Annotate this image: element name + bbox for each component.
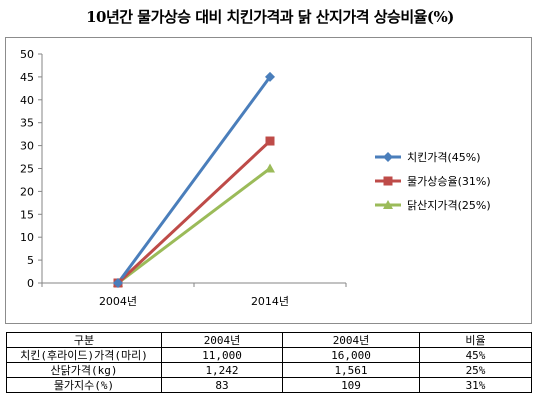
y-tick-label: 20 bbox=[20, 185, 34, 198]
table-cell: 물가지수(%) bbox=[6, 377, 162, 393]
data-point bbox=[265, 136, 275, 146]
y-tick-label: 15 bbox=[20, 208, 34, 221]
table-cell: 1,561 bbox=[282, 362, 420, 378]
chart-title: 10년간 물가상승 대비 치킨가격과 닭 산지가격 상승비율(%) bbox=[86, 8, 454, 26]
chart-area bbox=[5, 37, 532, 324]
y-tick-label: 35 bbox=[20, 117, 34, 130]
y-tick-label: 40 bbox=[20, 94, 34, 107]
table-cell: 치킨(후라이드)가격(마리) bbox=[6, 347, 162, 363]
legend-label: 치킨가격(45%) bbox=[407, 151, 481, 164]
y-tick-label: 25 bbox=[20, 163, 34, 176]
table-row: 물가지수(%) 83 109 31% bbox=[6, 377, 532, 393]
table-cell: 11,000 bbox=[161, 347, 283, 363]
legend-marker bbox=[383, 176, 393, 186]
y-tick-label: 5 bbox=[27, 254, 34, 267]
header-ratio: 비율 bbox=[419, 332, 532, 348]
table-cell: 31% bbox=[419, 377, 532, 393]
header-year-b: 2004년 bbox=[282, 332, 420, 348]
data-point bbox=[265, 163, 275, 173]
series-line bbox=[116, 139, 272, 285]
table-cell: 25% bbox=[419, 362, 532, 378]
data-point bbox=[113, 278, 123, 288]
x-tick-label: 2004년 bbox=[99, 295, 137, 308]
table-cell: 산닭가격(kg) bbox=[6, 362, 162, 378]
y-tick-label: 0 bbox=[27, 277, 34, 290]
table-row: 치킨(후라이드)가격(마리) 11,000 16,000 45% bbox=[6, 347, 532, 363]
table-cell: 109 bbox=[282, 377, 420, 393]
header-year-a: 2004년 bbox=[161, 332, 283, 348]
y-tick-label: 10 bbox=[20, 231, 34, 244]
table-cell: 16,000 bbox=[282, 347, 420, 363]
table-header-row: 구분 2004년 2004년 비율 bbox=[6, 332, 532, 348]
y-tick-label: 50 bbox=[20, 48, 34, 61]
x-tick-label: 2014년 bbox=[251, 295, 289, 308]
table-cell: 45% bbox=[419, 347, 532, 363]
line-chart: 0 5 10 15 20 25 30 35 40 45 50 2004년 2014년 치킨가격(45%) 물… bbox=[20, 48, 491, 308]
legend-label: 물가상승율(31%) bbox=[407, 175, 491, 188]
series-line bbox=[117, 167, 271, 285]
y-tick-label: 45 bbox=[20, 71, 34, 84]
series-line bbox=[116, 76, 272, 284]
data-table: 구분 2004년 2004년 비율 치킨(후라이드)가격(마리) 11,000 … bbox=[6, 332, 532, 393]
data-point bbox=[265, 71, 275, 82]
table-cell: 1,242 bbox=[161, 362, 283, 378]
y-tick-label: 30 bbox=[20, 140, 34, 153]
header-category: 구분 bbox=[6, 332, 162, 348]
table-row: 산닭가격(kg) 1,242 1,561 25% bbox=[6, 362, 532, 378]
legend-label: 닭산지가격(25%) bbox=[407, 199, 491, 212]
legend-marker bbox=[383, 152, 393, 162]
table-cell: 83 bbox=[161, 377, 283, 393]
legend-marker bbox=[383, 200, 393, 209]
